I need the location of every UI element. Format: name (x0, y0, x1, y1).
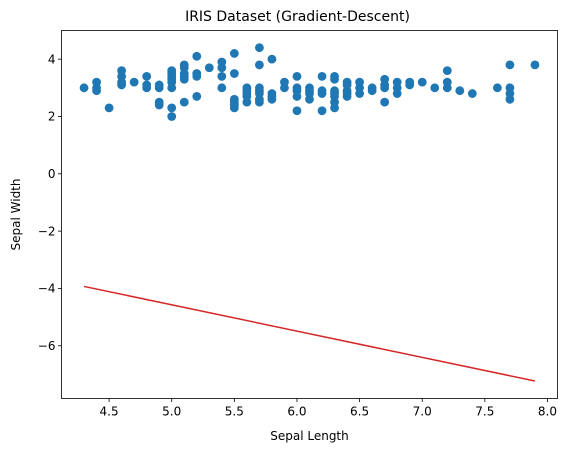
y-axis: −6 −4 −2 0 2 4 (38, 52, 62, 353)
chart-title: IRIS Dataset (Gradient-Descent) (185, 9, 410, 25)
scatter-point (467, 89, 477, 98)
x-tick-label: 4.5 (100, 405, 119, 419)
y-tick-label: −2 (38, 224, 56, 238)
scatter-point (267, 54, 277, 64)
y-tick-label: 4 (48, 52, 56, 66)
scatter-point (305, 83, 314, 93)
x-tick-label: 5.0 (162, 405, 181, 419)
scatter-point (117, 66, 127, 76)
scatter-point (217, 57, 227, 67)
scatter-point (442, 77, 452, 87)
scatter-point (217, 83, 227, 93)
y-tick-label: −4 (38, 282, 56, 296)
plot-area (79, 43, 540, 382)
x-tick-label: 8.0 (538, 405, 557, 419)
x-tick-label: 7.0 (413, 405, 432, 419)
scatter-point (154, 97, 164, 107)
scatter-point (292, 106, 302, 116)
y-tick-label: 2 (48, 110, 56, 124)
scatter-point (530, 60, 540, 70)
scatter-point (154, 80, 164, 90)
scatter-point (142, 71, 152, 81)
scatter-point (255, 83, 264, 93)
scatter-point (280, 77, 289, 87)
scatter-point (342, 77, 352, 87)
scatter-point (229, 49, 239, 58)
scatter-point (179, 97, 189, 107)
scatter-point (292, 71, 302, 81)
scatter-point (355, 77, 364, 87)
plot-frame (61, 30, 558, 399)
x-tick-label: 5.5 (225, 405, 244, 419)
scatter-point (92, 77, 101, 87)
scatter-point (430, 83, 440, 93)
scatter-point (229, 94, 239, 104)
scatter-point (142, 80, 152, 90)
scatter-point (317, 106, 327, 116)
scatter-point (317, 71, 327, 81)
scatter-point (204, 63, 214, 73)
y-tick-label: −6 (38, 339, 56, 353)
scatter-point (317, 86, 327, 96)
scatter-point (192, 51, 202, 61)
scatter-point (492, 83, 502, 93)
scatter-point (167, 112, 177, 121)
scatter-point (380, 97, 390, 107)
x-tick-label: 7.5 (475, 405, 494, 419)
x-axis-label: Sepal Length (270, 429, 349, 443)
scatter-point (455, 86, 465, 96)
x-tick-label: 6.0 (287, 405, 306, 419)
scatter-point (417, 77, 427, 87)
scatter-point (129, 77, 139, 87)
scatter-point (380, 74, 390, 84)
scatter-point (167, 103, 177, 113)
scatter-points (79, 43, 540, 121)
scatter-point (292, 83, 302, 93)
scatter-point (442, 66, 452, 76)
scatter-point (330, 86, 339, 96)
scatter-point (217, 71, 227, 81)
scatter-point (405, 77, 415, 87)
scatter-point (367, 83, 377, 93)
scatter-point (255, 43, 264, 53)
x-axis: 4.5 5.0 5.5 6.0 6.5 7.0 7.5 8.0 (100, 398, 557, 419)
scatter-point (505, 60, 515, 70)
scatter-point (104, 103, 114, 113)
scatter-point (505, 83, 515, 93)
scatter-point (229, 69, 239, 78)
x-tick-label: 6.5 (350, 405, 369, 419)
scatter-point (192, 69, 202, 78)
regression-line (83, 285, 536, 382)
y-tick-label: 0 (48, 167, 56, 181)
scatter-point (255, 60, 264, 70)
regression-line-layer (83, 285, 536, 382)
scatter-point (79, 83, 89, 93)
scatter-point (392, 77, 402, 87)
scatter-point (167, 66, 177, 76)
scatter-point (242, 83, 252, 93)
scatter-point (192, 92, 202, 101)
scatter-point (330, 71, 339, 81)
scatter-point (267, 89, 277, 98)
scatter-point (179, 60, 189, 70)
y-axis-label: Sepal Width (9, 179, 23, 251)
